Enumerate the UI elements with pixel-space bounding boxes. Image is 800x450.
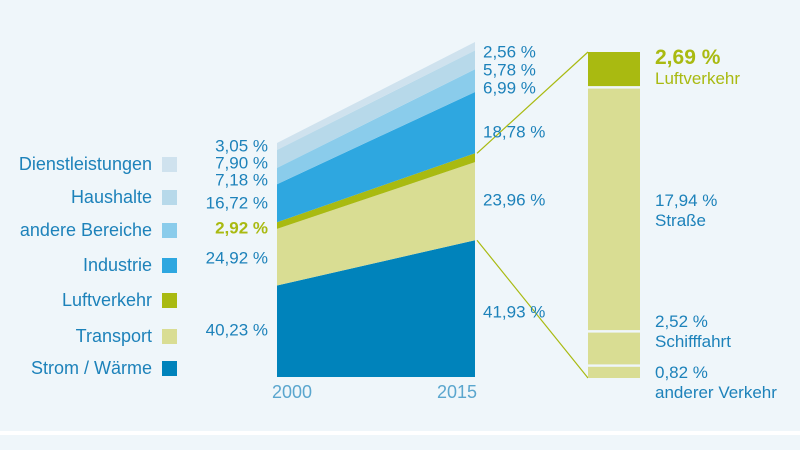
breakout-label-schifffahrt: 2,52 % Schifffahrt [655,312,731,352]
value-2000-andere-bereiche: 7,18 % [215,170,268,190]
breakout-label-straße: 17,94 % Straße [655,191,717,231]
legend-swatch-industrie [162,257,177,273]
legend-item-industrie: Industrie [10,253,177,277]
legend-label-haushalte: Haushalte [70,186,152,207]
legend-swatch-transport [162,328,177,344]
x-axis-label-2000: 2000 [271,382,313,402]
value-2015-andere-bereiche: 6,99 % [483,78,536,98]
breakout-name-straße: Straße [655,211,707,230]
breakout-label-anderer-verkehr: 0,82 % anderer Verkehr [655,363,777,403]
legend-label-dienstleistungen: Dienstleistungen [18,153,152,174]
bottom-divider [0,431,800,435]
area-band-strom-wärme [277,240,475,377]
breakout-segment-anderer-verkehr [588,366,640,378]
area-band-transport [277,162,475,286]
legend-label-industrie: Industrie [82,254,152,275]
breakout-value-luftverkehr: 2,69 % [655,46,721,69]
legend-swatch-andere-bereiche [162,222,177,238]
legend-swatch-haushalte [162,189,177,205]
value-2000-luftverkehr: 2,92 % [215,218,268,238]
area-band-dienstleistungen [277,42,475,150]
legend-label-strom-wärme: Strom / Wärme [30,357,152,378]
legend-item-luftverkehr: Luftverkehr [10,288,177,312]
value-2000-strom-wärme: 40,23 % [205,320,268,340]
legend-item-haushalte: Haushalte [10,185,177,209]
breakout-value-straße: 17,94 % [655,191,718,210]
legend-label-luftverkehr: Luftverkehr [61,289,152,310]
legend-item-dienstleistungen: Dienstleistungen [10,152,177,176]
area-band-industrie [277,92,475,223]
value-2000-industrie: 16,72 % [205,193,268,213]
breakout-segment-luftverkehr [588,52,640,87]
area-band-haushalte [277,50,475,168]
legend-item-strom-wärme: Strom / Wärme [10,356,177,380]
area-band-andere-bereiche [277,69,475,185]
breakout-segment-straße [588,88,640,331]
legend-item-andere-bereiche: andere Bereiche [10,218,177,242]
x-axis-label-2015: 2015 [436,382,478,402]
value-2015-haushalte: 5,78 % [483,60,536,80]
value-2000-dienstleistungen: 3,05 % [215,136,268,156]
connector-line-bottom [476,239,589,379]
area-band-luftverkehr [277,153,475,229]
legend-swatch-dienstleistungen [162,156,177,172]
value-2015-transport: 23,96 % [483,190,546,210]
legend-label-transport: Transport [75,325,152,346]
value-2015-dienstleistungen: 2,56 % [483,42,536,62]
value-2015-industrie: 18,78 % [483,122,546,142]
breakout-name-anderer-verkehr: anderer Verkehr [655,383,777,402]
value-2000-haushalte: 7,90 % [215,153,268,173]
breakout-name-schifffahrt: Schifffahrt [655,332,731,351]
legend-swatch-luftverkehr [162,292,177,308]
breakout-value-schifffahrt: 2,52 % [655,312,708,331]
connector-line-top [476,51,589,154]
legend-label-andere-bereiche: andere Bereiche [19,219,152,240]
legend-item-transport: Transport [10,324,177,348]
value-2000-transport: 24,92 % [205,248,268,268]
legend-swatch-strom-wärme [162,360,177,376]
breakout-name-luftverkehr: Luftverkehr [655,69,741,88]
breakout-label-luftverkehr: 2,69 % Luftverkehr [655,46,740,89]
value-2015-strom-wärme: 41,93 % [483,302,546,322]
breakout-value-anderer-verkehr: 0,82 % [655,363,708,382]
breakout-segment-schifffahrt [588,332,640,365]
